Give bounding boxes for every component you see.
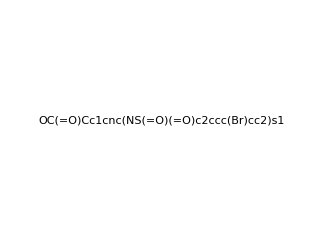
Text: OC(=O)Cc1cnc(NS(=O)(=O)c2ccc(Br)cc2)s1: OC(=O)Cc1cnc(NS(=O)(=O)c2ccc(Br)cc2)s1: [38, 115, 285, 126]
